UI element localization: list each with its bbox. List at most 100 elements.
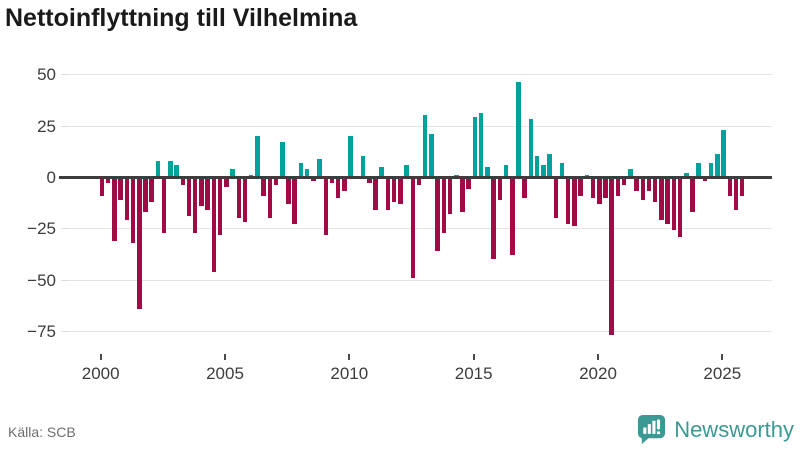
bar bbox=[329, 177, 335, 184]
bar bbox=[665, 177, 670, 225]
bar bbox=[441, 177, 447, 233]
bar bbox=[317, 158, 322, 177]
bar bbox=[684, 172, 689, 177]
bar bbox=[99, 177, 105, 196]
bar bbox=[273, 177, 279, 186]
bar bbox=[646, 177, 652, 192]
y-axis-tick bbox=[61, 126, 68, 127]
bar bbox=[161, 177, 167, 233]
bar bbox=[280, 142, 285, 177]
bar bbox=[522, 177, 527, 198]
bar bbox=[435, 177, 440, 251]
bar bbox=[168, 160, 173, 177]
chart-title: Nettoinflyttning till Vilhelmina bbox=[5, 4, 358, 32]
bar bbox=[292, 177, 297, 225]
y-axis-label: −50 bbox=[27, 271, 56, 290]
bar bbox=[404, 164, 409, 177]
bar bbox=[510, 177, 515, 256]
bar bbox=[311, 177, 316, 182]
bar bbox=[628, 168, 633, 177]
bar bbox=[199, 177, 204, 206]
bar bbox=[236, 177, 242, 219]
bar bbox=[379, 166, 384, 177]
bar bbox=[416, 177, 422, 186]
bar bbox=[255, 135, 260, 177]
y-axis-label: 50 bbox=[37, 65, 56, 84]
bar bbox=[230, 168, 235, 177]
bar bbox=[565, 177, 571, 225]
gridline bbox=[68, 228, 772, 229]
gridline bbox=[68, 331, 772, 332]
bar bbox=[373, 177, 378, 210]
bar bbox=[528, 119, 534, 177]
x-axis-tick bbox=[597, 354, 599, 360]
bar bbox=[367, 177, 372, 184]
x-axis-tick bbox=[99, 354, 102, 360]
speech-bubble-bar-chart-icon bbox=[638, 414, 666, 445]
bar bbox=[186, 177, 192, 217]
bar bbox=[180, 177, 186, 186]
bar bbox=[478, 113, 484, 177]
bar bbox=[715, 154, 720, 177]
y-axis-tick bbox=[61, 331, 68, 332]
brand-name: Newsworthy bbox=[674, 416, 794, 442]
bar bbox=[615, 177, 621, 196]
bar bbox=[634, 177, 639, 192]
gridline bbox=[68, 126, 772, 127]
bar bbox=[696, 162, 701, 177]
bar bbox=[242, 177, 248, 223]
x-axis-tick bbox=[721, 354, 724, 360]
bar bbox=[652, 177, 658, 202]
x-axis-label: 2000 bbox=[81, 364, 120, 383]
bar bbox=[124, 177, 130, 221]
source-note: Källa: SCB bbox=[8, 424, 76, 440]
bar bbox=[547, 154, 552, 177]
bar bbox=[105, 177, 111, 184]
bar bbox=[149, 177, 154, 202]
y-axis-label: −25 bbox=[27, 219, 56, 238]
bar bbox=[485, 166, 490, 177]
bar bbox=[205, 177, 210, 210]
x-axis-tick bbox=[472, 354, 475, 360]
bar bbox=[211, 177, 217, 272]
bar bbox=[559, 162, 565, 177]
bar bbox=[491, 177, 496, 260]
bar bbox=[112, 177, 117, 241]
zero-axis-line bbox=[68, 176, 772, 179]
bar bbox=[248, 174, 254, 177]
plot-area: 50 25 0 −25 −50 −75 2000 2005 2010 2015 2020 2025 bbox=[27, 65, 772, 383]
bar bbox=[447, 177, 453, 214]
bar bbox=[578, 177, 583, 196]
bar bbox=[348, 135, 353, 177]
bar bbox=[516, 82, 521, 177]
bar bbox=[137, 177, 142, 309]
bar bbox=[335, 177, 341, 198]
x-axis-label: 2005 bbox=[206, 364, 244, 383]
bar bbox=[410, 177, 416, 278]
bar bbox=[174, 164, 179, 177]
bar bbox=[391, 177, 397, 202]
bar bbox=[460, 177, 465, 212]
bar bbox=[497, 177, 503, 200]
x-axis-label: 2010 bbox=[330, 364, 369, 383]
bar bbox=[360, 156, 366, 177]
bar bbox=[323, 177, 329, 235]
gridline bbox=[68, 280, 772, 281]
y-axis-tick bbox=[61, 74, 68, 75]
bar bbox=[466, 177, 471, 190]
bar bbox=[739, 177, 745, 196]
bar bbox=[155, 160, 161, 177]
bar bbox=[671, 177, 677, 231]
y-axis-label: −75 bbox=[27, 322, 56, 341]
y-axis-tick bbox=[61, 280, 68, 281]
newsworthy-logo[interactable]: Newsworthy bbox=[636, 413, 794, 446]
bar bbox=[727, 177, 733, 196]
bar bbox=[572, 177, 577, 227]
bar bbox=[130, 177, 136, 243]
bar bbox=[298, 162, 304, 177]
bar bbox=[708, 162, 714, 177]
bar bbox=[733, 177, 739, 210]
bar bbox=[217, 177, 223, 235]
bar bbox=[534, 156, 540, 177]
